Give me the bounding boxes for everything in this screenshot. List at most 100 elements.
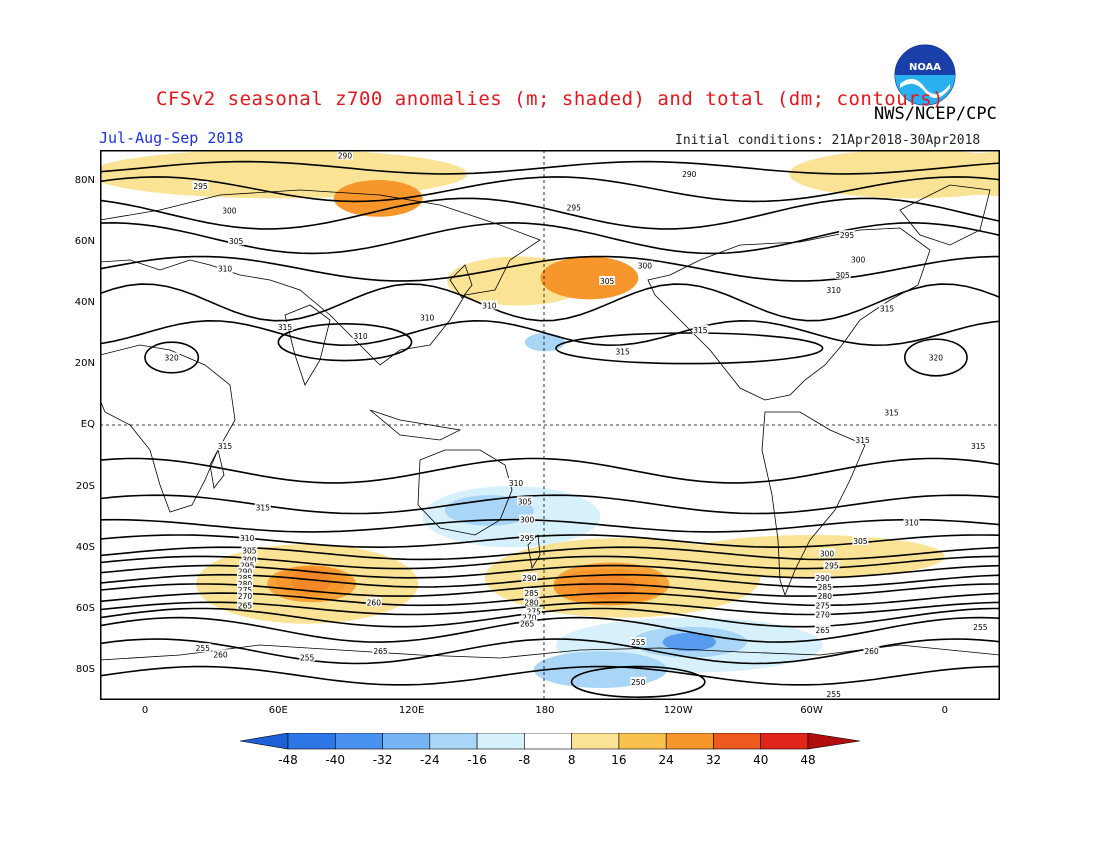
- contour-label: 305: [835, 271, 850, 280]
- contour-label: 300: [851, 256, 866, 265]
- contour-label: 255: [827, 690, 842, 699]
- contour-label-bg: [692, 324, 709, 334]
- colorbar-tick-label: 24: [659, 753, 674, 767]
- contour-label-bg: [883, 407, 900, 417]
- contour-label-bg: [521, 612, 538, 622]
- colorbar-tick-label: -32: [373, 753, 393, 767]
- lat-label: EQ: [80, 419, 95, 431]
- contour-label-bg: [236, 578, 253, 588]
- lat-label: 40N: [74, 296, 95, 308]
- contour-label: 275: [815, 601, 830, 610]
- lat-label: 80N: [74, 174, 95, 186]
- colorbar-tick-label: -8: [518, 753, 530, 767]
- colorbar-swatch: [665, 732, 714, 750]
- contour-label-bg: [854, 435, 871, 445]
- contour-label: 320: [929, 353, 944, 362]
- contour-label: 275: [527, 607, 542, 616]
- contour-label: 310: [420, 314, 435, 323]
- contour-label-bg: [630, 637, 647, 647]
- organization-label: NWS/NCEP/CPC: [874, 104, 997, 124]
- contour-label-bg: [879, 303, 896, 313]
- contour-label-bg: [216, 263, 233, 273]
- contour-label: 280: [238, 580, 253, 589]
- colorbar-tick-label: -16: [467, 753, 487, 767]
- contour-label-bg: [194, 643, 211, 653]
- contour-label: 315: [278, 323, 293, 332]
- contour-line: [100, 283, 1000, 322]
- contour-label-bg: [221, 205, 238, 215]
- contour-label: 315: [884, 409, 899, 418]
- colorbar-arrow-right: [807, 732, 861, 750]
- contour-label-bg: [276, 321, 293, 331]
- contour-label-bg: [239, 560, 256, 570]
- positive-anomaly-region: [678, 534, 945, 578]
- contour-label-bg: [236, 585, 253, 595]
- contour-label-bg: [834, 269, 851, 279]
- contour-label: 310: [218, 265, 233, 274]
- contour-label: 320: [164, 353, 179, 362]
- contour-label-bg: [814, 572, 831, 582]
- colorbar-swatch: [334, 732, 383, 750]
- contour-label-bg: [636, 260, 653, 270]
- colorbar-tick-label: 40: [753, 753, 768, 767]
- contour-label-bg: [523, 597, 540, 607]
- contour-label: 305: [600, 277, 615, 286]
- contour-line: [100, 197, 1000, 230]
- contour-label: 300: [820, 549, 835, 558]
- contour-label: 295: [824, 562, 839, 571]
- contour-label-bg: [236, 566, 253, 576]
- colorbar-tick-label: 16: [611, 753, 626, 767]
- contour-label: 310: [353, 332, 368, 341]
- contour-label-bg: [814, 624, 831, 634]
- contour-line: [100, 534, 1000, 549]
- height-contours: [100, 160, 1000, 698]
- contour-label-bg: [481, 300, 498, 310]
- contour-label: 285: [818, 583, 833, 592]
- colorbar: -48 -40 -32 -24 -16 -8 8 16 24 32 40 48: [239, 732, 861, 773]
- contour-label-bg: [523, 588, 540, 598]
- contour-label-bg: [972, 621, 989, 631]
- contour-label-bg: [192, 181, 209, 191]
- colorbar-swatch: [287, 732, 336, 750]
- contour-label: 255: [973, 623, 988, 632]
- anomaly-core: [662, 632, 716, 652]
- chart-title: CFSv2 seasonal z700 anomalies (m; shaded…: [156, 88, 944, 110]
- colorbar-tick-label: 8: [568, 753, 576, 767]
- colorbar-swatch: [618, 732, 667, 750]
- colorbar-tick-label: -24: [420, 753, 440, 767]
- lon-label: 60E: [268, 705, 288, 716]
- colorbar-tick-label: 48: [800, 753, 815, 767]
- contour-label-bg: [599, 275, 616, 285]
- contour-label: 290: [338, 152, 353, 161]
- season-label: Jul-Aug-Sep 2018: [99, 129, 244, 147]
- lat-label: 20S: [75, 480, 95, 492]
- contour-label-bg: [630, 676, 647, 686]
- contour-label-bg: [254, 502, 271, 512]
- contour-label: 315: [256, 503, 271, 512]
- contour-label: 310: [904, 519, 919, 528]
- coastlines: [100, 184, 1000, 700]
- contour-label: 305: [229, 237, 244, 246]
- contour-label: 315: [218, 442, 233, 451]
- contour-line: [100, 176, 1000, 203]
- contour-label: 255: [631, 638, 646, 647]
- contour-label-bg: [228, 236, 245, 246]
- contour-line: [100, 319, 1000, 347]
- contour-label: 270: [815, 611, 830, 620]
- contour-label: 310: [240, 534, 255, 543]
- contour-label: 285: [238, 574, 253, 583]
- contour-label-bg: [365, 597, 382, 607]
- contour-label: 260: [367, 598, 382, 607]
- contour-label: 260: [864, 647, 879, 656]
- contour-label-bg: [236, 600, 253, 610]
- contour-label-bg: [239, 533, 256, 543]
- positive-anomaly-region: [333, 180, 423, 217]
- contour-label-bg: [852, 536, 869, 546]
- lat-label: 80S: [75, 664, 95, 676]
- contour-label: 255: [300, 653, 315, 662]
- contour-line: [100, 160, 1000, 175]
- initial-conditions-label: Initial conditions: 21Apr2018-30Apr2018: [675, 133, 981, 148]
- contour-label: 315: [615, 347, 630, 356]
- closed-contour: [570, 665, 706, 698]
- contour-label: 265: [815, 626, 830, 635]
